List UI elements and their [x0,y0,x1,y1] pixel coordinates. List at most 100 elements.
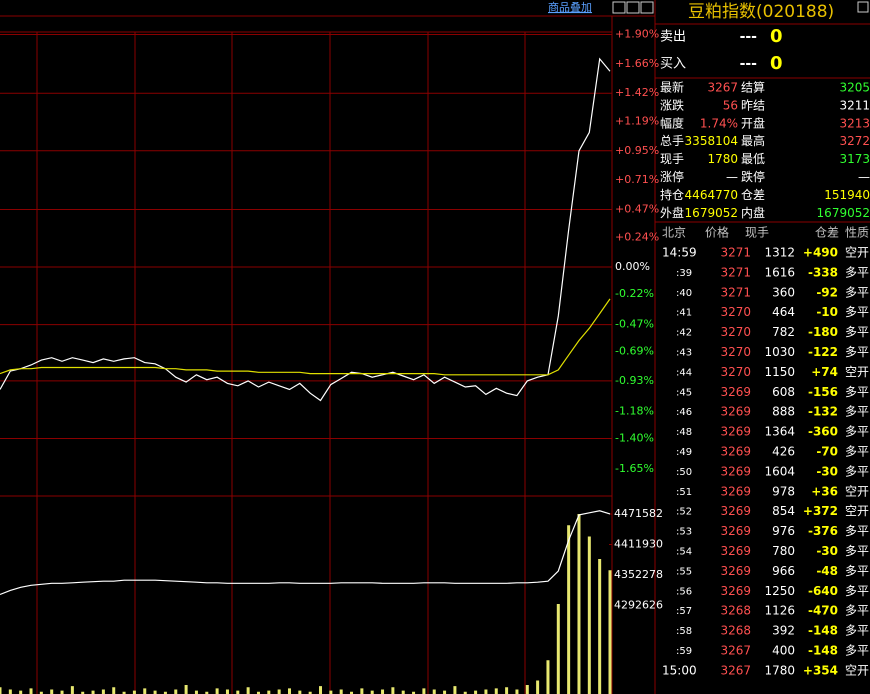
book-price: --- [740,56,758,72]
tick-volume: 854 [772,504,795,518]
icon-button[interactable] [612,1,626,14]
tick-nature: 多平 [845,624,869,638]
tick-time: :50 [676,467,692,478]
volume-bar [350,691,354,694]
tick-volume: 976 [772,524,795,538]
y-tick-label: -1.18% [615,405,654,418]
tick-oi-change: -148 [808,644,838,658]
tick-nature: 多平 [845,564,869,578]
tick-time: :43 [676,348,692,359]
volume-bar [474,690,478,694]
tick-price: 3270 [720,345,751,359]
book-label: 买入 [660,57,686,72]
tick-oi-change: +36 [811,484,838,498]
volume-bar [184,685,188,694]
tick-time: :54 [676,547,692,558]
tick-time: :42 [676,328,692,339]
tick-time: :45 [676,387,692,398]
tick-time: :53 [676,527,692,538]
tick-time: :40 [676,288,692,299]
field-label: 幅度 [660,115,684,130]
tick-volume: 888 [772,405,795,419]
tick-volume: 392 [772,624,795,638]
volume-bar [163,691,167,694]
tick-time: :44 [676,367,692,378]
volume-bar [267,690,271,694]
volume-bar [19,690,23,694]
icon-button[interactable] [640,1,654,14]
volume-bar [505,687,509,694]
tick-price: 3269 [720,464,751,478]
y-tick-label: 4411930 [614,538,663,551]
volume-bar [0,687,2,694]
table-header: 性质 [845,226,869,240]
book-volume: 0 [770,53,783,74]
tick-nature: 多平 [845,584,869,598]
volume-bar [50,689,54,694]
tick-time: :58 [676,626,692,637]
volume-bar [412,691,416,694]
field-value: 1780 [707,152,738,166]
tick-time: :57 [676,606,692,617]
y-tick-label: -0.69% [615,345,654,358]
volume-bar [308,691,312,694]
overlay-link[interactable]: 商品叠加 [548,0,592,14]
tick-price: 3269 [720,524,751,538]
tick-nature: 多平 [845,405,869,419]
tick-volume: 1616 [764,265,795,279]
volume-bar [8,689,12,694]
tick-price: 3269 [720,405,751,419]
y-tick-label: -1.40% [615,431,654,444]
field-label: 结算 [741,80,765,95]
y-tick-label: -0.22% [615,287,654,300]
volume-bar [422,688,426,694]
y-tick-label: 4352278 [614,568,663,581]
volume-bar [215,688,219,694]
tick-nature: 多平 [845,345,869,359]
tick-price: 3269 [720,484,751,498]
y-tick-label: 0.00% [615,260,650,273]
tick-volume: 1030 [764,345,795,359]
volume-bar [443,690,447,694]
tick-volume: 360 [772,285,795,299]
tick-oi-change: -132 [808,405,838,419]
volume-bar [525,685,529,694]
book-price: --- [740,29,758,45]
tick-price: 3269 [720,504,751,518]
y-tick-label: +1.19% [615,114,659,127]
tick-price: 3268 [720,604,751,618]
icon-button[interactable] [626,1,640,14]
tick-nature: 多平 [845,265,869,279]
volume-bar [132,690,136,694]
tick-oi-change: +372 [803,504,838,518]
volume-bar [329,690,333,694]
y-tick-label: +1.42% [615,86,659,99]
volume-bar [81,691,85,694]
tick-oi-change: +74 [811,365,838,379]
volume-bar [370,690,374,694]
icon-button[interactable] [857,1,869,13]
y-tick-label: +0.95% [615,144,659,157]
volume-bar [546,660,550,694]
tick-price: 3269 [720,564,751,578]
field-label: 涨停 [660,169,684,184]
tick-oi-change: -470 [808,604,838,618]
book-volume: 0 [770,26,783,47]
tick-volume: 1312 [764,246,795,260]
tick-nature: 多平 [845,325,869,339]
tick-volume: 780 [772,544,795,558]
volume-bar [360,688,364,694]
tick-volume: 1126 [764,604,795,618]
tick-volume: 1780 [764,663,795,677]
y-tick-label: 4471582 [614,507,663,520]
tick-volume: 1364 [764,425,795,439]
y-tick-label: -0.93% [615,374,654,387]
tick-price: 3271 [720,265,751,279]
tick-time: :55 [676,566,692,577]
tick-nature: 多平 [845,385,869,399]
field-label: 最高 [741,133,765,148]
field-label: 涨跌 [660,97,684,112]
volume-bar [70,686,74,694]
